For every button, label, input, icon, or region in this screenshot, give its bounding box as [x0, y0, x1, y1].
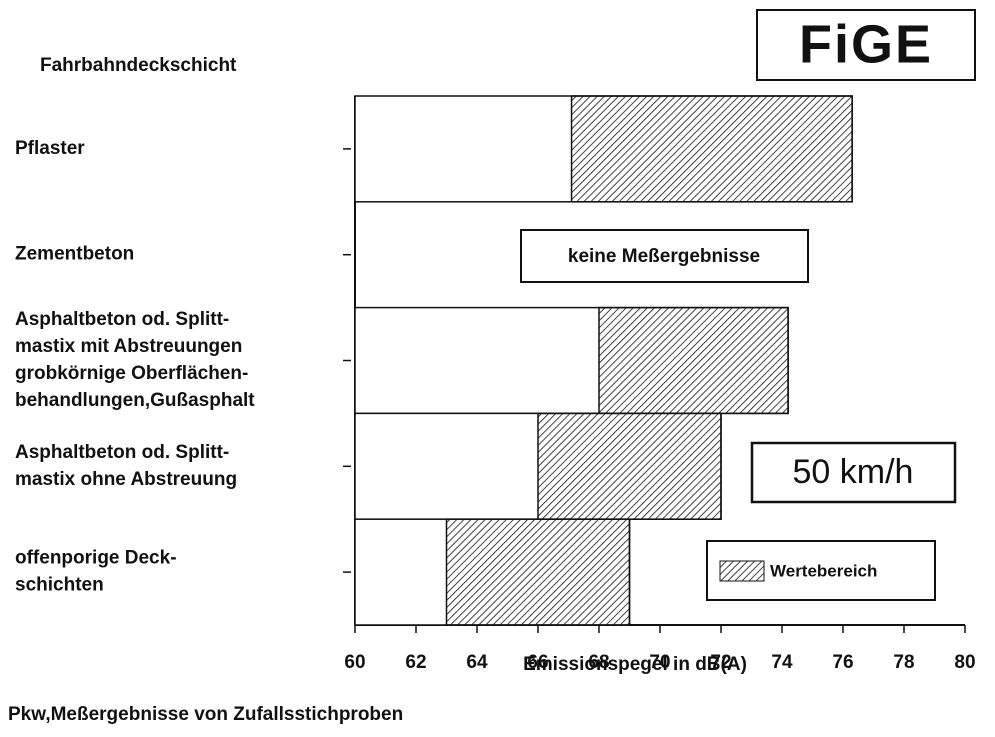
footnote: Pkw,Meßergebnisse von Zufallsstichproben: [8, 704, 403, 725]
annotation: keine Meßergebnisse: [568, 246, 760, 267]
chart-title: Fahrbahndeckschicht: [40, 55, 237, 76]
bar: [445, 518, 631, 626]
x-tick-label: 80: [954, 652, 975, 673]
legend-swatch: [719, 560, 765, 582]
category-label: Pflaster: [15, 138, 85, 159]
x-tick-label: 78: [893, 652, 914, 673]
bar: [598, 306, 789, 415]
x-tick-label: 64: [466, 652, 488, 673]
logo: FiGE: [799, 14, 933, 74]
legend-label: Wertebereich: [770, 561, 877, 580]
category-label: schichten: [15, 575, 104, 596]
bar: [537, 412, 722, 520]
category-label: grobkörnige Oberflächen-: [15, 363, 248, 384]
x-tick-label: 66: [527, 652, 548, 673]
bar: [570, 95, 853, 203]
category-label: Zementbeton: [15, 244, 134, 265]
x-tick-label: 76: [832, 652, 853, 673]
category-label: Asphaltbeton od. Splitt-: [15, 309, 229, 330]
logo-box: [756, 9, 976, 81]
x-tick-label: 62: [405, 652, 426, 673]
annotation-box: [520, 229, 809, 283]
x-tick-label: 68: [588, 652, 609, 673]
x-axis-label: Emissionspegel in dB(A): [523, 654, 747, 675]
category-label: offenporige Deck-: [15, 548, 177, 569]
category-label: Asphaltbeton od. Splitt-: [15, 442, 229, 463]
category-label: mastix mit Abstreuungen: [15, 336, 242, 357]
category-label: mastix ohne Abstreuung: [15, 469, 237, 490]
annotation-box: [750, 441, 957, 504]
category-label: behandlungen,Gußasphalt: [15, 390, 255, 411]
x-tick-label: 72: [710, 652, 731, 673]
x-tick-label: 70: [649, 652, 670, 673]
x-tick-label: 60: [344, 652, 365, 673]
annotation: 50 km/h: [793, 453, 914, 491]
x-tick-label: 74: [771, 652, 793, 673]
